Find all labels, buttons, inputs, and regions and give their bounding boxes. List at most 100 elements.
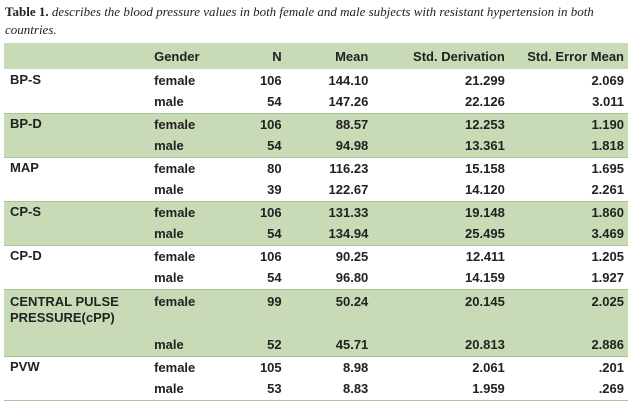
gender-cell: female [154,359,196,375]
variable-label: CENTRAL PULSE PRESSURE(cPP) [10,293,119,325]
mean-cell: 94.98 [285,135,373,158]
std-cell: 15.158 [465,160,505,176]
gender-cell: female [154,293,196,309]
std-cell: 22.126 [372,91,509,114]
table-row: MAP female 80 116.23 15.158 1.695 [4,157,628,179]
std-cell: 25.495 [372,223,509,246]
sem-cell: 1.190 [591,116,624,132]
blood-pressure-table: Gender N Mean Std. Derivation Std. Error… [4,43,628,401]
gender-cell: male [148,223,232,246]
std-cell: 21.299 [465,72,505,88]
std-cell: 20.145 [465,293,505,309]
header-mean: Mean [335,48,369,64]
sem-cell: 2.886 [508,334,628,357]
mean-cell: 131.33 [328,204,369,220]
gender-cell: male [148,267,232,290]
n-cell: 80 [267,160,282,176]
table-caption: Table 1. describes the blood pressure va… [5,3,627,39]
gender-cell: male [148,91,232,114]
table-row: BP-S female 106 144.10 21.299 2.069 [4,69,628,91]
n-cell: 106 [259,116,282,132]
mean-cell: 144.10 [328,72,369,88]
gender-cell: female [154,116,196,132]
mean-cell: 8.83 [285,378,373,401]
n-cell: 106 [259,204,282,220]
sem-cell: 2.261 [508,179,628,202]
variable-label-empty [4,334,149,357]
variable-label: PVW [10,359,40,375]
mean-cell: 90.25 [335,248,369,264]
n-cell: 99 [267,293,282,309]
mean-cell: 147.26 [285,91,373,114]
table-row: male 54 134.94 25.495 3.469 [4,223,628,246]
header-std-derivation: Std. Derivation [413,48,505,64]
std-cell: 1.959 [372,378,509,401]
table-row: CP-S female 106 131.33 19.148 1.860 [4,201,628,223]
header-variable [4,43,148,69]
n-cell: 105 [259,359,282,375]
table-row: male 54 147.26 22.126 3.011 [4,91,628,114]
sem-cell: 3.011 [508,91,628,114]
mean-cell: 134.94 [285,223,373,246]
variable-label-empty [4,91,149,114]
std-cell: 12.253 [465,116,505,132]
variable-label-empty [4,179,149,202]
n-cell: 106 [259,72,282,88]
std-cell: 14.120 [372,179,509,202]
variable-label-empty [4,267,149,290]
gender-cell: male [148,334,232,357]
variable-label: BP-S [10,72,42,87]
gender-cell: male [148,378,232,401]
mean-cell: 122.67 [285,179,373,202]
variable-label: CP-S [10,204,42,220]
sem-cell: .201 [598,359,624,375]
variable-label-empty [4,378,149,401]
sem-cell: 1.205 [591,248,624,264]
variable-label-empty [4,135,149,158]
table-row: PVW female 105 8.98 2.061 .201 [4,356,628,378]
table-row: male 39 122.67 14.120 2.261 [4,179,628,202]
sem-cell: 1.860 [591,204,624,220]
sem-cell: .269 [508,378,628,401]
variable-label: CP-D [10,248,42,264]
mean-cell: 50.24 [335,293,369,309]
gender-cell: female [154,248,196,264]
mean-cell: 96.80 [285,267,373,290]
mean-cell: 116.23 [329,160,369,176]
sem-cell: 1.818 [508,135,628,158]
gender-cell: male [148,135,232,158]
n-cell: 54 [231,223,286,246]
header-gender: Gender [154,48,200,64]
n-cell: 39 [231,179,286,202]
mean-cell: 45.71 [285,334,373,357]
sem-cell: 1.927 [508,267,628,290]
variable-label: BP-D [10,116,42,132]
gender-cell: female [154,160,196,176]
sem-cell: 3.469 [508,223,628,246]
table-row: male 54 94.98 13.361 1.818 [4,135,628,158]
std-cell: 20.813 [372,334,509,357]
caption-label: Table 1. [5,4,49,19]
variable-label: MAP [10,160,39,176]
gender-cell: female [154,72,196,88]
mean-cell: 88.57 [335,116,369,132]
n-cell: 52 [231,334,286,357]
gender-cell: female [154,204,196,220]
header-std-error-mean: Std. Error Mean [527,48,624,64]
mean-cell: 8.98 [342,359,369,375]
std-cell: 13.361 [372,135,509,158]
std-cell: 2.061 [472,359,505,375]
n-cell: 106 [259,248,282,264]
n-cell: 54 [231,267,286,290]
variable-label-empty [4,223,149,246]
sem-cell: 2.069 [591,72,624,88]
table-row: CENTRAL PULSE PRESSURE(cPP) female 99 50… [4,289,628,334]
n-cell: 54 [231,135,286,158]
gender-cell: male [148,179,232,202]
header-n: N [272,48,282,64]
table-header-row: Gender N Mean Std. Derivation Std. Error… [4,43,628,69]
std-cell: 12.411 [465,248,505,264]
sem-cell: 2.025 [591,293,624,309]
std-cell: 14.159 [372,267,509,290]
table-row: male 52 45.71 20.813 2.886 [4,334,628,357]
